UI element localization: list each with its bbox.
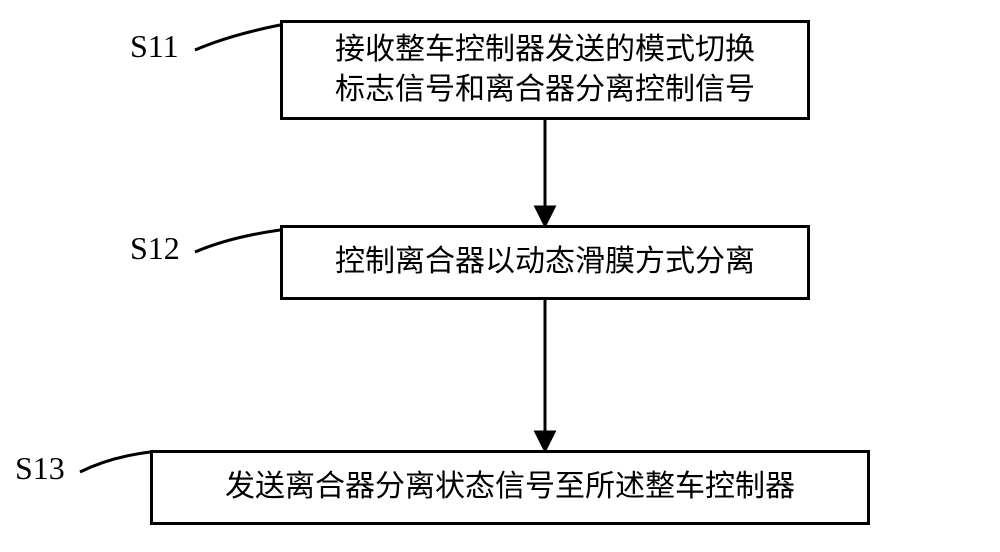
step-text-s11-line2: 标志信号和离合器分离控制信号: [335, 73, 755, 106]
step-label-s11: S11: [130, 28, 179, 65]
step-label-s13: S13: [15, 450, 65, 487]
step-text-s11-line1: 接收整车控制器发送的模式切换: [335, 33, 755, 66]
step-text-s12-line1: 控制离合器以动态滑膜方式分离: [335, 245, 755, 278]
step-node-s11: 接收整车控制器发送的模式切换 标志信号和离合器分离控制信号: [280, 20, 810, 120]
step-node-s13: 发送离合器分离状态信号至所述整车控制器: [150, 450, 870, 525]
step-label-s12: S12: [130, 230, 180, 267]
flowchart-canvas: S11 接收整车控制器发送的模式切换 标志信号和离合器分离控制信号 S12 控制…: [0, 0, 1000, 552]
step-text-s13-line1: 发送离合器分离状态信号至所述整车控制器: [225, 470, 795, 503]
step-node-s12: 控制离合器以动态滑膜方式分离: [280, 225, 810, 300]
